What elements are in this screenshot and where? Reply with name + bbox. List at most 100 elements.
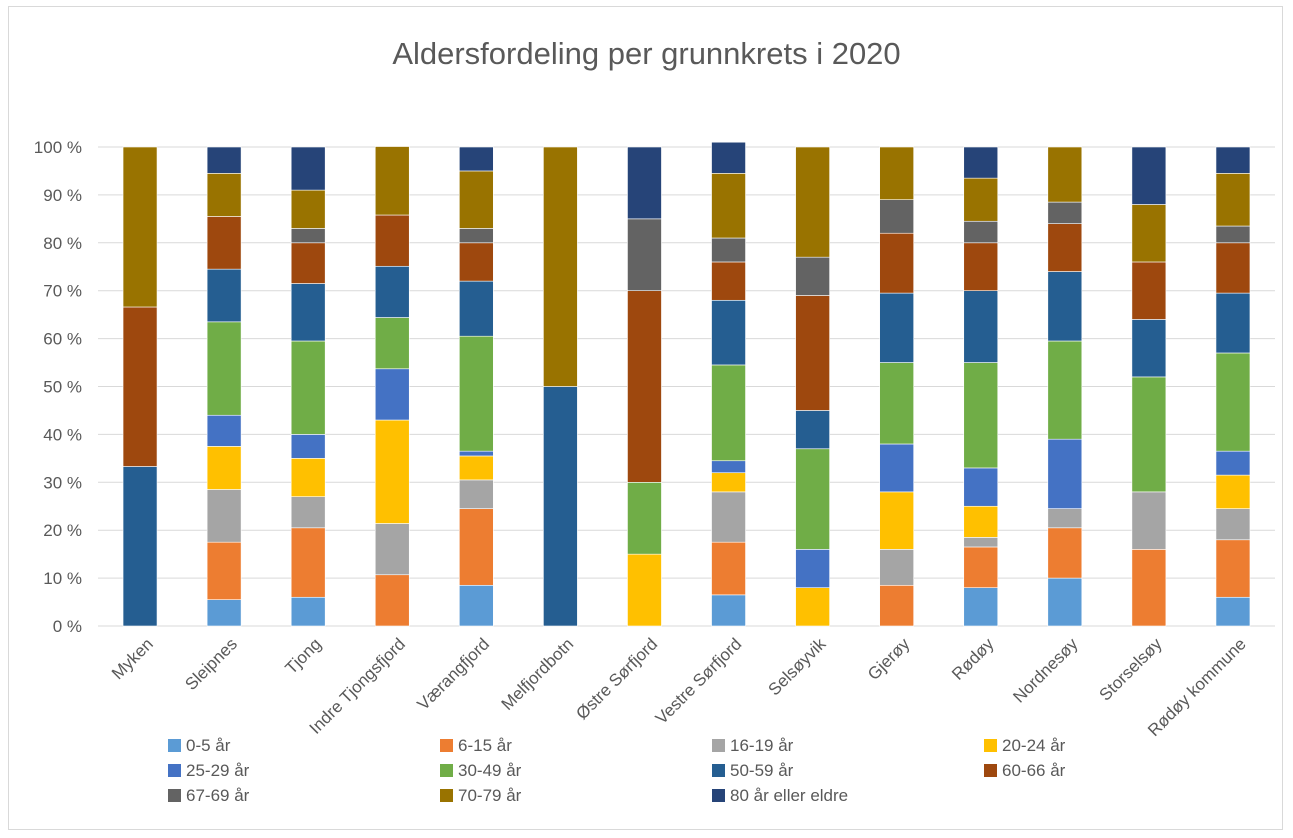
legend-item: 50-59 år xyxy=(712,761,794,780)
bar-segment xyxy=(459,280,494,337)
bar-segment xyxy=(963,242,999,292)
bar-segment xyxy=(374,368,410,421)
bar-segment xyxy=(206,446,242,490)
bar-segment xyxy=(206,321,242,416)
bar-segment xyxy=(879,549,914,586)
bar-segment xyxy=(1047,271,1083,342)
chart-title: Aldersfordeling per grunnkrets i 2020 xyxy=(392,36,901,71)
bar-segment xyxy=(963,362,999,469)
legend-item: 60-66 år xyxy=(984,761,1066,780)
bar-segment xyxy=(963,220,999,244)
bar-segment xyxy=(963,546,999,588)
bar-segment xyxy=(206,541,242,600)
legend-item: 0-5 år xyxy=(168,736,231,755)
legend-swatch xyxy=(440,739,453,752)
bar-segment xyxy=(711,237,746,263)
bar-segment xyxy=(711,491,746,543)
y-tick-label: 0 % xyxy=(53,617,82,636)
bar-segment xyxy=(795,587,830,627)
x-tick-label: Melfjordbotn xyxy=(498,634,578,714)
legend-label: 25-29 år xyxy=(186,761,250,780)
bar-segment xyxy=(459,146,494,172)
legend-item: 70-79 år xyxy=(440,786,522,805)
bar-segment xyxy=(374,265,410,318)
bar-segment xyxy=(459,479,494,509)
bar-stack xyxy=(627,146,662,627)
x-tick-label: Nordnesøy xyxy=(1009,634,1082,707)
bar-segment xyxy=(290,434,326,459)
bar-segment xyxy=(1131,319,1167,378)
bar-segment xyxy=(1215,352,1251,452)
x-tick-label: Rødøy xyxy=(948,634,998,684)
bar-segment xyxy=(1047,201,1083,224)
bar-segment xyxy=(711,299,746,366)
bar-segment xyxy=(374,146,410,216)
y-tick-label: 10 % xyxy=(43,569,82,588)
legend-label: 0-5 år xyxy=(186,736,231,755)
x-tick-label: Tjong xyxy=(281,634,325,678)
bar-segment xyxy=(1131,146,1167,205)
bar-segment xyxy=(795,256,830,296)
bar-segment xyxy=(290,340,326,435)
stacked-bars xyxy=(122,141,1251,627)
bar-segment xyxy=(1131,549,1167,627)
x-tick-label: Storselsøy xyxy=(1096,634,1167,705)
bar-segment xyxy=(879,443,914,493)
bar-segment xyxy=(206,414,242,447)
bar-segment xyxy=(1215,146,1251,174)
bar-segment xyxy=(1215,225,1251,244)
bar-segment xyxy=(290,458,326,497)
x-tick-label: Selsøyvik xyxy=(765,634,830,699)
bar-segment xyxy=(879,292,914,363)
bar-segment xyxy=(711,141,746,174)
legend-label: 60-66 år xyxy=(1002,761,1066,780)
bar-segment xyxy=(711,594,746,627)
bar-stack xyxy=(795,146,830,627)
x-tick-label: Myken xyxy=(108,634,157,683)
y-axis-tick-labels: 0 % 10 % 20 % 30 % 40 % 50 % 60 % 70 % 80 % 90 % 1… xyxy=(34,138,82,636)
legend-item: 67-69 år xyxy=(168,786,250,805)
bar-segment xyxy=(290,496,326,529)
x-tick-label: Østre Sørfjord xyxy=(572,634,661,723)
y-tick-label: 70 % xyxy=(43,282,82,301)
bar-segment xyxy=(711,460,746,474)
bar-segment xyxy=(1215,242,1251,294)
bar-segment xyxy=(963,505,999,538)
bar-segment xyxy=(627,218,662,292)
bar-stack xyxy=(1131,146,1167,627)
bar-segment xyxy=(1131,261,1167,320)
legend-item: 80 år eller eldre xyxy=(712,786,848,805)
bar-segment xyxy=(711,173,746,239)
legend-swatch xyxy=(168,764,181,777)
bar-segment xyxy=(290,189,326,229)
bar-stack xyxy=(206,146,242,627)
bar-segment xyxy=(206,146,242,174)
bar-segment xyxy=(1047,508,1083,529)
bar-segment xyxy=(795,146,830,258)
x-tick-label: Gjerøy xyxy=(864,634,914,684)
bar-segment xyxy=(1131,376,1167,493)
bar-segment xyxy=(1047,146,1083,203)
legend-label: 80 år eller eldre xyxy=(730,786,848,805)
bar-segment xyxy=(1047,527,1083,579)
legend-label: 16-19 år xyxy=(730,736,794,755)
bar-segment xyxy=(543,146,578,387)
bar-segment xyxy=(711,364,746,462)
legend-swatch xyxy=(984,739,997,752)
bar-stack xyxy=(290,146,326,627)
bar-segment xyxy=(963,467,999,507)
bar-stack xyxy=(543,146,578,627)
bar-segment xyxy=(122,146,158,308)
legend-label: 70-79 år xyxy=(458,786,522,805)
y-tick-label: 100 % xyxy=(34,138,82,157)
bar-segment xyxy=(627,290,662,483)
y-tick-label: 80 % xyxy=(43,234,82,253)
legend-swatch xyxy=(168,789,181,802)
legend-swatch xyxy=(712,789,725,802)
bar-segment xyxy=(711,261,746,301)
bar-segment xyxy=(1215,450,1251,476)
bar-segment xyxy=(290,242,326,284)
bar-stack xyxy=(963,146,999,627)
legend-swatch xyxy=(984,764,997,777)
